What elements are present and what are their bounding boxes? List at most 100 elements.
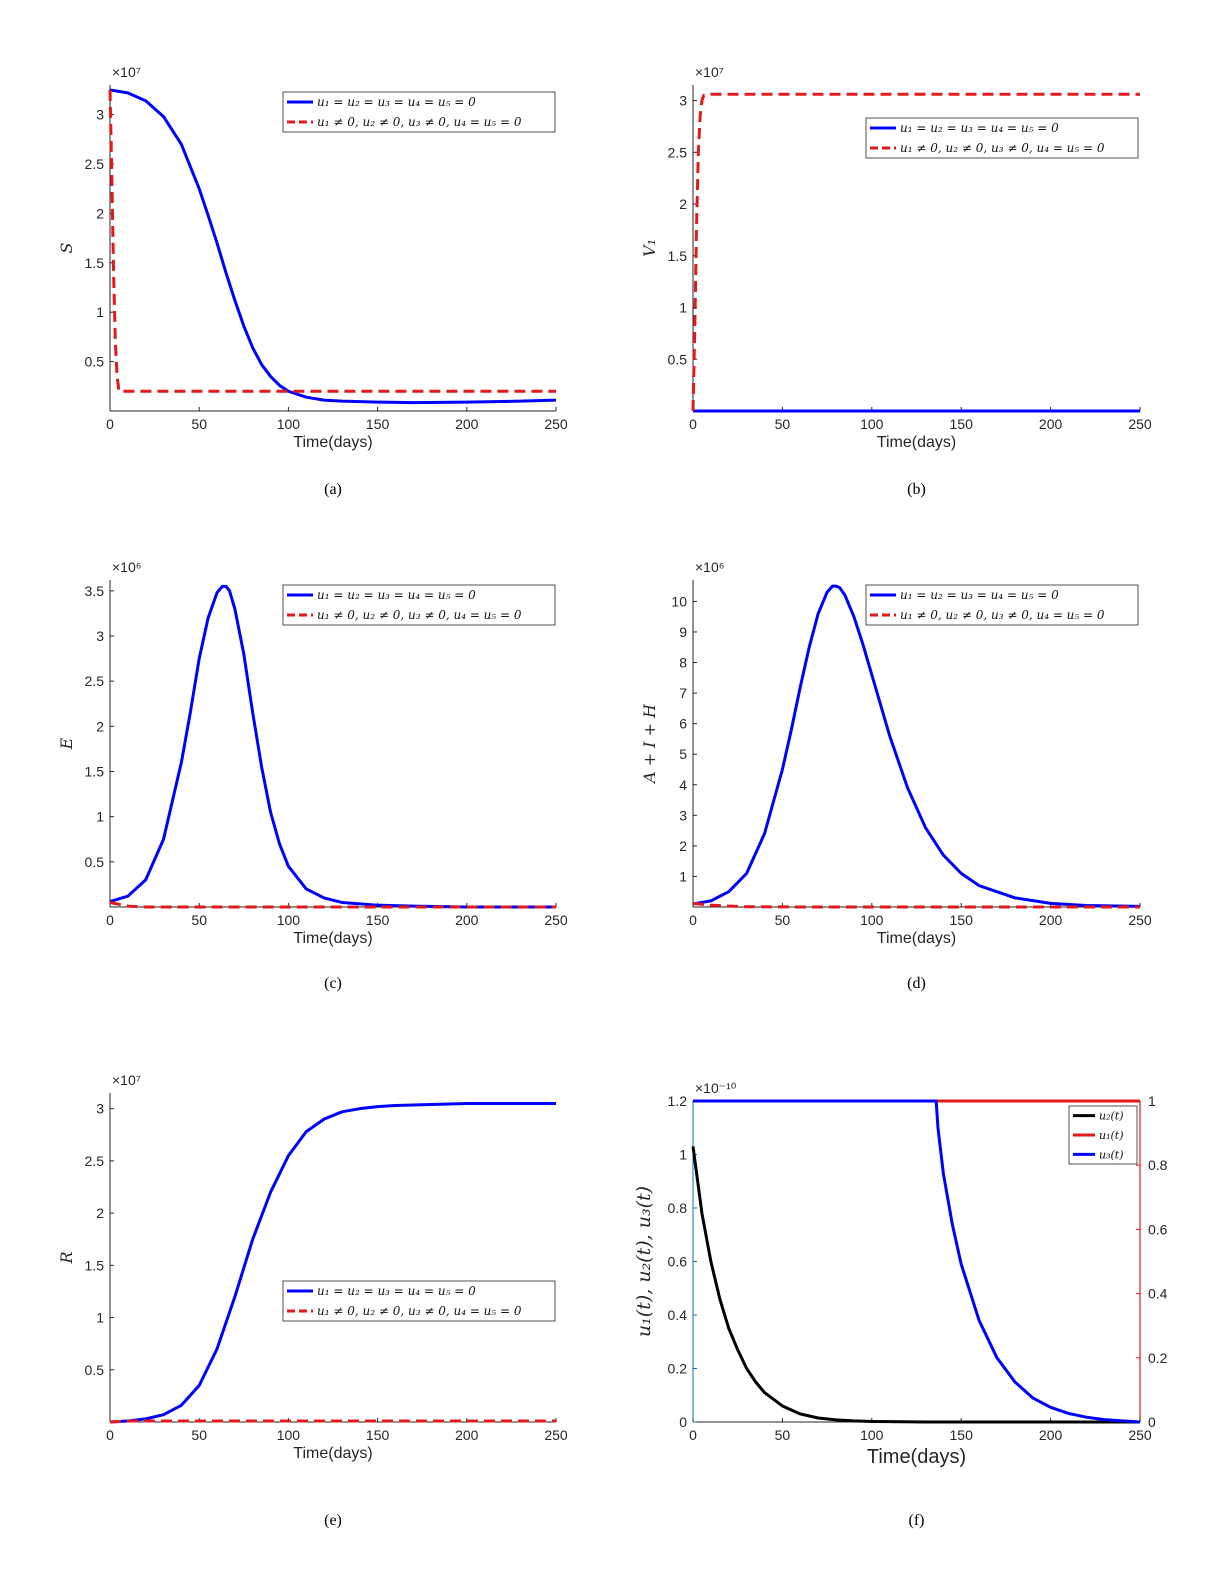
y-tick-label: 1: [96, 1310, 104, 1326]
y-axis-label: R: [57, 1251, 76, 1264]
x-axis-label: Time(days): [293, 434, 372, 451]
x-tick-label: 250: [1128, 912, 1152, 928]
x-tick-label: 150: [950, 912, 974, 928]
x-tick-label: 0: [689, 912, 697, 928]
y-tick-label: 2.5: [85, 156, 105, 172]
y-tick-label: 5: [679, 746, 687, 762]
x-tick-label: 100: [277, 912, 301, 928]
y-tick-label: 4: [679, 777, 687, 793]
x-tick-label: 50: [775, 1427, 791, 1443]
y-tick-label: 2: [96, 718, 104, 734]
x-axis-label: Time(days): [877, 434, 956, 451]
y-tick-label: 1.5: [668, 248, 688, 264]
y2-tick-label: 0.4: [1148, 1286, 1168, 1302]
y-tick-label: 1: [679, 1147, 687, 1163]
panel-label: (b): [907, 481, 926, 498]
legend-entry: u₁ = u₂ = u₃ = u₄ = u₅ = 0: [900, 121, 1059, 135]
exponent-label: ×10⁻¹⁰: [695, 1080, 737, 1096]
y-tick-label: 1: [96, 809, 104, 825]
x-tick-label: 150: [366, 416, 390, 432]
panel-label: (d): [907, 975, 926, 992]
y-tick-label: 3: [96, 107, 104, 123]
exponent-label: ×10⁶: [695, 559, 725, 575]
x-tick-label: 200: [1039, 416, 1063, 432]
series-line-uncontrolled: [109, 584, 556, 909]
x-tick-label: 100: [277, 1427, 301, 1443]
y-tick-label: 1.2: [668, 1093, 688, 1109]
exponent-label: ×10⁶: [112, 559, 142, 575]
y2-tick-label: 0.2: [1148, 1350, 1168, 1366]
x-tick-label: 250: [1128, 1427, 1152, 1443]
y-tick-label: 3.5: [85, 583, 105, 599]
x-tick-label: 50: [191, 416, 207, 432]
legend-box: [282, 91, 556, 133]
x-tick-label: 50: [775, 416, 791, 432]
y-tick-label: 1: [96, 304, 104, 320]
x-tick-label: 50: [775, 912, 791, 928]
series-line-uncontrolled: [109, 1101, 556, 1424]
y-tick-label: 3: [96, 628, 104, 644]
y-tick-label: 3: [679, 93, 687, 109]
legend-entry: u₂(t): [1099, 1110, 1124, 1123]
legend-entry: u₁ ≠ 0, u₂ ≠ 0, u₃ ≠ 0, u₄ = u₅ = 0: [900, 608, 1105, 622]
x-tick-label: 250: [544, 912, 568, 928]
legend-entry: u₁ = u₂ = u₃ = u₄ = u₅ = 0: [317, 95, 476, 109]
y-tick-label: 0: [679, 1414, 687, 1430]
legend-entry: u₁ ≠ 0, u₂ ≠ 0, u₃ ≠ 0, u₄ = u₅ = 0: [317, 115, 522, 129]
legend-entry: u₃(t): [1099, 1148, 1124, 1161]
x-tick-label: 0: [106, 912, 114, 928]
series-line-u₂(t): [691, 1146, 1140, 1424]
y-tick-label: 0.2: [668, 1361, 688, 1377]
x-tick-label: 200: [455, 416, 479, 432]
legend-box: [282, 584, 556, 626]
x-axis-label: Time(days): [293, 1445, 372, 1462]
y-tick-label: 2.5: [668, 144, 688, 160]
legend-entry: u₁(t): [1099, 1129, 1124, 1142]
series-line-controlled: [109, 1419, 556, 1424]
series-line-controlled: [109, 901, 556, 909]
legend-entry: u₁ ≠ 0, u₂ ≠ 0, u₃ ≠ 0, u₄ = u₅ = 0: [317, 608, 522, 622]
x-tick-label: 0: [689, 1427, 697, 1443]
panel-label: (a): [324, 481, 342, 498]
x-tick-label: 100: [860, 416, 884, 432]
chart-panel-f: 0 50 100 150 200 25000.20.40.60.811.200.20.40…: [633, 1080, 1168, 1529]
y-tick-label: 8: [679, 655, 687, 671]
series-line-uncontrolled: [692, 584, 1141, 908]
exponent-label: ×10⁷: [112, 64, 141, 80]
y-tick-label: 1.5: [85, 1257, 105, 1273]
y-tick-label: 9: [679, 624, 687, 640]
panel-label: (e): [324, 1512, 342, 1529]
chart-panel-b: 0 50 100 150 200 250 0.5 1 1.5 2 2.5 3 ×10⁷ Time(days…: [640, 64, 1152, 498]
y-tick-label: 0.5: [85, 1362, 105, 1378]
y-tick-label: 2: [679, 196, 687, 212]
x-tick-label: 200: [1039, 912, 1063, 928]
y-tick-label: 0.5: [668, 351, 688, 367]
y-tick-label: 2: [96, 1205, 104, 1221]
x-tick-label: 0: [106, 1427, 114, 1443]
x-tick-label: 50: [191, 912, 207, 928]
legend-box: [282, 1280, 556, 1322]
y-tick-label: 7: [679, 685, 687, 701]
x-tick-label: 150: [950, 416, 974, 432]
y-tick-label: 2.5: [85, 1153, 105, 1169]
y-tick-label: 6: [679, 716, 687, 732]
legend: u₂(t) u₁(t) u₃(t): [1068, 1105, 1138, 1165]
y-tick-label: 0.6: [668, 1254, 688, 1270]
legend-box: [865, 117, 1139, 159]
exponent-label: ×10⁷: [112, 1072, 141, 1088]
y-axis-label: S: [57, 242, 76, 253]
x-tick-label: 150: [366, 912, 390, 928]
y-tick-label: 10: [671, 593, 687, 609]
x-tick-label: 150: [366, 1427, 390, 1443]
x-tick-label: 100: [277, 416, 301, 432]
legend-entry: u₁ ≠ 0, u₂ ≠ 0, u₃ ≠ 0, u₄ = u₅ = 0: [900, 141, 1105, 155]
x-tick-label: 100: [860, 912, 884, 928]
y2-tick-label: 0: [1148, 1414, 1156, 1430]
series-line-controlled: [108, 89, 556, 393]
exponent-label: ×10⁷: [695, 64, 724, 80]
y-tick-label: 3: [679, 807, 687, 823]
legend: u₁ = u₂ = u₃ = u₄ = u₅ = 0 u₁ ≠ 0, u₂ ≠ 0…: [865, 117, 1139, 159]
series-line-controlled: [691, 92, 1140, 412]
chart-panel-a: 0 50 100 150 200 250 0.5 1 1.5 2 2.5 3 ×10⁷ Time(days…: [57, 64, 568, 498]
